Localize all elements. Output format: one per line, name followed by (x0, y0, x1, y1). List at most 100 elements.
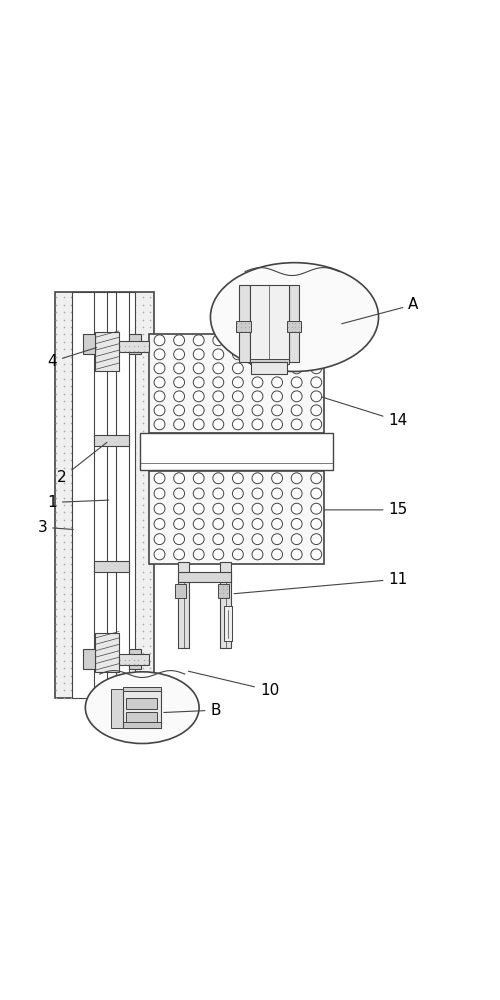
Circle shape (272, 363, 282, 374)
Circle shape (252, 349, 263, 360)
Circle shape (194, 377, 204, 388)
Circle shape (194, 488, 204, 499)
Circle shape (213, 349, 224, 360)
Circle shape (213, 391, 224, 402)
Bar (220, 562, 231, 648)
Bar (140, 433, 333, 470)
Circle shape (232, 349, 243, 360)
Bar (218, 584, 228, 598)
Bar (110, 689, 124, 728)
Text: 10: 10 (188, 671, 279, 698)
Text: 2: 2 (57, 442, 107, 485)
Circle shape (154, 549, 165, 560)
Circle shape (174, 363, 184, 374)
Circle shape (194, 391, 204, 402)
Circle shape (213, 518, 224, 529)
Circle shape (174, 473, 184, 484)
Circle shape (213, 473, 224, 484)
Circle shape (272, 419, 282, 430)
Text: 1: 1 (48, 495, 109, 510)
Bar (54, 292, 154, 698)
Text: B: B (164, 703, 221, 718)
Circle shape (252, 335, 263, 346)
Circle shape (311, 377, 322, 388)
Circle shape (232, 473, 243, 484)
Bar (129, 334, 140, 354)
Text: 11: 11 (234, 572, 408, 594)
Circle shape (291, 377, 302, 388)
Circle shape (174, 391, 184, 402)
Bar (124, 687, 161, 691)
Bar (95, 332, 119, 371)
Circle shape (174, 335, 184, 346)
Circle shape (291, 419, 302, 430)
Bar (175, 584, 186, 598)
Circle shape (174, 503, 184, 514)
Bar (124, 722, 161, 728)
Circle shape (272, 349, 282, 360)
Circle shape (272, 549, 282, 560)
Circle shape (291, 549, 302, 560)
Circle shape (272, 377, 282, 388)
Bar (252, 362, 287, 374)
Bar (224, 606, 232, 641)
Circle shape (232, 534, 243, 545)
Circle shape (232, 419, 243, 430)
Circle shape (272, 488, 282, 499)
Circle shape (311, 391, 322, 402)
Circle shape (154, 405, 165, 416)
Circle shape (311, 349, 322, 360)
Circle shape (174, 534, 184, 545)
Circle shape (311, 518, 322, 529)
Circle shape (194, 503, 204, 514)
Circle shape (194, 549, 204, 560)
Circle shape (291, 335, 302, 346)
Circle shape (272, 473, 282, 484)
Circle shape (213, 377, 224, 388)
Circle shape (174, 549, 184, 560)
Circle shape (194, 335, 204, 346)
Circle shape (194, 518, 204, 529)
Circle shape (311, 363, 322, 374)
Circle shape (154, 377, 165, 388)
Bar (84, 334, 95, 354)
Circle shape (252, 549, 263, 560)
Circle shape (311, 473, 322, 484)
Circle shape (154, 391, 165, 402)
Circle shape (213, 335, 224, 346)
Circle shape (232, 549, 243, 560)
Bar (72, 292, 136, 698)
Circle shape (252, 377, 263, 388)
Circle shape (272, 534, 282, 545)
Circle shape (291, 518, 302, 529)
Bar (178, 572, 231, 582)
Ellipse shape (210, 263, 378, 371)
Circle shape (272, 503, 282, 514)
Circle shape (311, 405, 322, 416)
Circle shape (174, 518, 184, 529)
Text: 3: 3 (38, 520, 73, 535)
Circle shape (154, 503, 165, 514)
Bar (126, 712, 157, 722)
Circle shape (194, 405, 204, 416)
Circle shape (272, 335, 282, 346)
Bar (250, 285, 288, 362)
Circle shape (272, 405, 282, 416)
Circle shape (252, 473, 263, 484)
Circle shape (194, 363, 204, 374)
Circle shape (252, 503, 263, 514)
Circle shape (232, 405, 243, 416)
Circle shape (291, 534, 302, 545)
Circle shape (291, 405, 302, 416)
Circle shape (232, 363, 243, 374)
Bar (119, 341, 148, 352)
Circle shape (194, 473, 204, 484)
Circle shape (154, 349, 165, 360)
Circle shape (291, 473, 302, 484)
Bar (124, 689, 161, 728)
Circle shape (174, 419, 184, 430)
Circle shape (213, 503, 224, 514)
Circle shape (291, 503, 302, 514)
Bar (178, 562, 189, 648)
Circle shape (194, 534, 204, 545)
